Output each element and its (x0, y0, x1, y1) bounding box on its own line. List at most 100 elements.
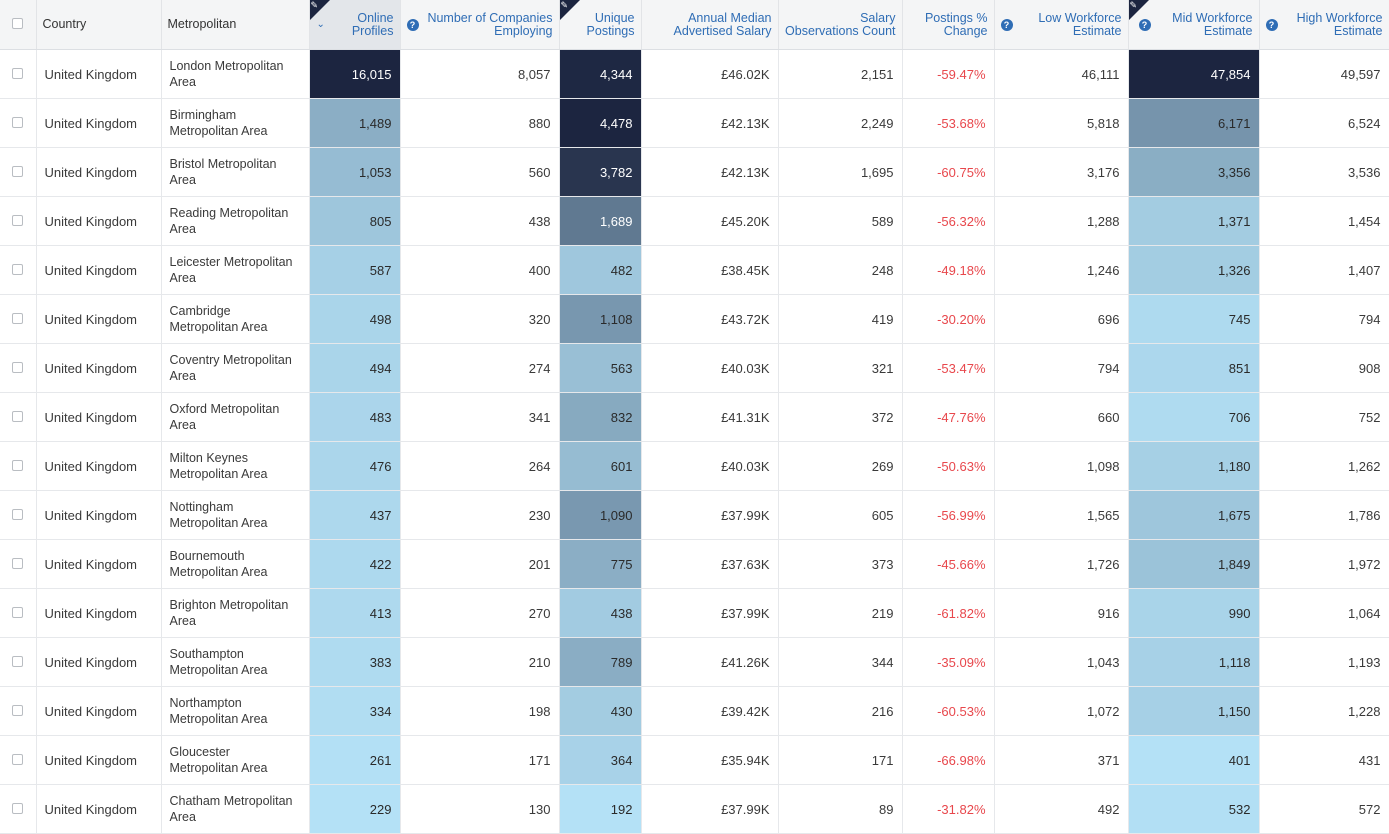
column-header-metropolitan[interactable]: Metropolitan (161, 0, 310, 50)
cell-salary: £37.99K (641, 490, 779, 540)
question-circle-icon[interactable]: ? (1000, 18, 1013, 31)
column-label: Number of Companies Employing (427, 10, 553, 38)
column-header-high-workforce[interactable]: ? High Workforce Estimate (1259, 0, 1389, 50)
column-header-unique-postings[interactable]: ✎ Unique Postings (559, 0, 642, 50)
cell-mid-workforce: 745 (1128, 294, 1260, 344)
question-circle-icon[interactable]: ? (406, 18, 419, 31)
table-row[interactable]: United Kingdom Milton Keynes Metropolitan… (0, 441, 1389, 491)
row-checkbox[interactable] (0, 686, 37, 736)
row-checkbox[interactable] (0, 343, 37, 393)
cell-low-workforce: 1,565 (994, 490, 1129, 540)
cell-low-workforce: 1,072 (994, 686, 1129, 736)
cell-online-profiles: 494 (309, 343, 401, 393)
row-checkbox[interactable] (0, 98, 37, 148)
cell-salary-observations: 2,151 (778, 49, 903, 99)
column-label: Low Workforce Estimate (1038, 10, 1122, 38)
row-checkbox[interactable] (0, 539, 37, 589)
cell-companies: 880 (400, 98, 560, 148)
cell-online-profiles: 476 (309, 441, 401, 491)
table-row[interactable]: United Kingdom Northampton Metropolitan A… (0, 686, 1389, 736)
row-checkbox[interactable] (0, 147, 37, 197)
row-checkbox[interactable] (0, 245, 37, 295)
row-checkbox[interactable] (0, 784, 37, 834)
cell-metropolitan: Cambridge Metropolitan Area (161, 294, 310, 344)
cell-high-workforce: 572 (1259, 784, 1389, 834)
select-all-checkbox[interactable] (0, 0, 37, 50)
column-header-mid-workforce[interactable]: ✎ ? Mid Workforce Estimate (1128, 0, 1260, 50)
table-row[interactable]: United Kingdom Chatham Metropolitan Area 2… (0, 784, 1389, 834)
table-row[interactable]: United Kingdom Southampton Metropolitan A… (0, 637, 1389, 687)
cell-online-profiles: 498 (309, 294, 401, 344)
cell-unique-postings: 3,782 (559, 147, 642, 197)
table-row[interactable]: United Kingdom Nottingham Metropolitan Ar… (0, 490, 1389, 540)
cell-high-workforce: 794 (1259, 294, 1389, 344)
column-header-salary[interactable]: Annual Median Advertised Salary (641, 0, 779, 50)
cell-metropolitan: Gloucester Metropolitan Area (161, 735, 310, 785)
column-header-companies[interactable]: ? Number of Companies Employing (400, 0, 560, 50)
column-label: Postings % Change (924, 10, 988, 38)
column-header-low-workforce[interactable]: ? Low Workforce Estimate (994, 0, 1129, 50)
row-checkbox[interactable] (0, 441, 37, 491)
table-row[interactable]: United Kingdom Birmingham Metropolitan Ar… (0, 98, 1389, 148)
table-row[interactable]: United Kingdom Bournemouth Metropolitan A… (0, 539, 1389, 589)
heatmap-corner-badge[interactable] (1128, 0, 1149, 20)
checkbox-icon (12, 410, 24, 422)
table-row[interactable]: United Kingdom London Metropolitan Area 16… (0, 49, 1389, 99)
checkbox-icon (12, 263, 24, 275)
cell-low-workforce: 1,288 (994, 196, 1129, 246)
cell-country: United Kingdom (36, 196, 162, 246)
cell-metropolitan: London Metropolitan Area (161, 49, 310, 99)
column-header-salary-observations[interactable]: Salary Observations Count (778, 0, 903, 50)
cell-online-profiles: 483 (309, 392, 401, 442)
cell-low-workforce: 1,246 (994, 245, 1129, 295)
column-label: Metropolitan (167, 17, 237, 31)
row-checkbox[interactable] (0, 735, 37, 785)
cell-country: United Kingdom (36, 637, 162, 687)
cell-mid-workforce: 47,854 (1128, 49, 1260, 99)
column-header-online-profiles[interactable]: ✎ ⌄ Online Profiles (309, 0, 401, 50)
cell-high-workforce: 908 (1259, 343, 1389, 393)
cell-postings-change: -66.98% (902, 735, 995, 785)
cell-unique-postings: 364 (559, 735, 642, 785)
heatmap-corner-badge[interactable] (559, 0, 580, 20)
table-row[interactable]: United Kingdom Cambridge Metropolitan Are… (0, 294, 1389, 344)
chevron-down-icon[interactable]: ⌄ (316, 19, 325, 30)
table-row[interactable]: United Kingdom Gloucester Metropolitan Ar… (0, 735, 1389, 785)
cell-country: United Kingdom (36, 245, 162, 295)
cell-metropolitan: Bristol Metropolitan Area (161, 147, 310, 197)
cell-metropolitan: Brighton Metropolitan Area (161, 588, 310, 638)
table-row[interactable]: United Kingdom Bristol Metropolitan Area 1… (0, 147, 1389, 197)
row-checkbox[interactable] (0, 588, 37, 638)
pen-icon[interactable]: ✎ (560, 0, 569, 10)
row-checkbox[interactable] (0, 294, 37, 344)
pen-icon[interactable]: ✎ (310, 0, 319, 10)
pen-icon[interactable]: ✎ (1129, 0, 1138, 10)
row-checkbox[interactable] (0, 49, 37, 99)
table-row[interactable]: United Kingdom Coventry Metropolitan Area… (0, 343, 1389, 393)
row-checkbox[interactable] (0, 490, 37, 540)
table-row[interactable]: United Kingdom Reading Metropolitan Area 8… (0, 196, 1389, 246)
cell-companies: 341 (400, 392, 560, 442)
question-circle-icon[interactable]: ? (1265, 18, 1278, 31)
cell-companies: 201 (400, 539, 560, 589)
cell-salary-observations: 248 (778, 245, 903, 295)
column-header-country[interactable]: Country (36, 0, 162, 50)
table-row[interactable]: United Kingdom Leicester Metropolitan Are… (0, 245, 1389, 295)
cell-companies: 400 (400, 245, 560, 295)
cell-postings-change: -47.76% (902, 392, 995, 442)
row-checkbox[interactable] (0, 196, 37, 246)
cell-salary: £42.13K (641, 147, 779, 197)
cell-salary-observations: 344 (778, 637, 903, 687)
row-checkbox[interactable] (0, 392, 37, 442)
cell-salary-observations: 1,695 (778, 147, 903, 197)
table-row[interactable]: United Kingdom Brighton Metropolitan Area… (0, 588, 1389, 638)
column-header-postings-change[interactable]: Postings % Change (902, 0, 995, 50)
question-circle-icon[interactable]: ? (1138, 18, 1151, 31)
cell-companies: 270 (400, 588, 560, 638)
row-checkbox[interactable] (0, 637, 37, 687)
cell-low-workforce: 3,176 (994, 147, 1129, 197)
heatmap-corner-badge[interactable] (309, 0, 330, 20)
cell-mid-workforce: 1,180 (1128, 441, 1260, 491)
table-row[interactable]: United Kingdom Oxford Metropolitan Area 48… (0, 392, 1389, 442)
cell-low-workforce: 696 (994, 294, 1129, 344)
